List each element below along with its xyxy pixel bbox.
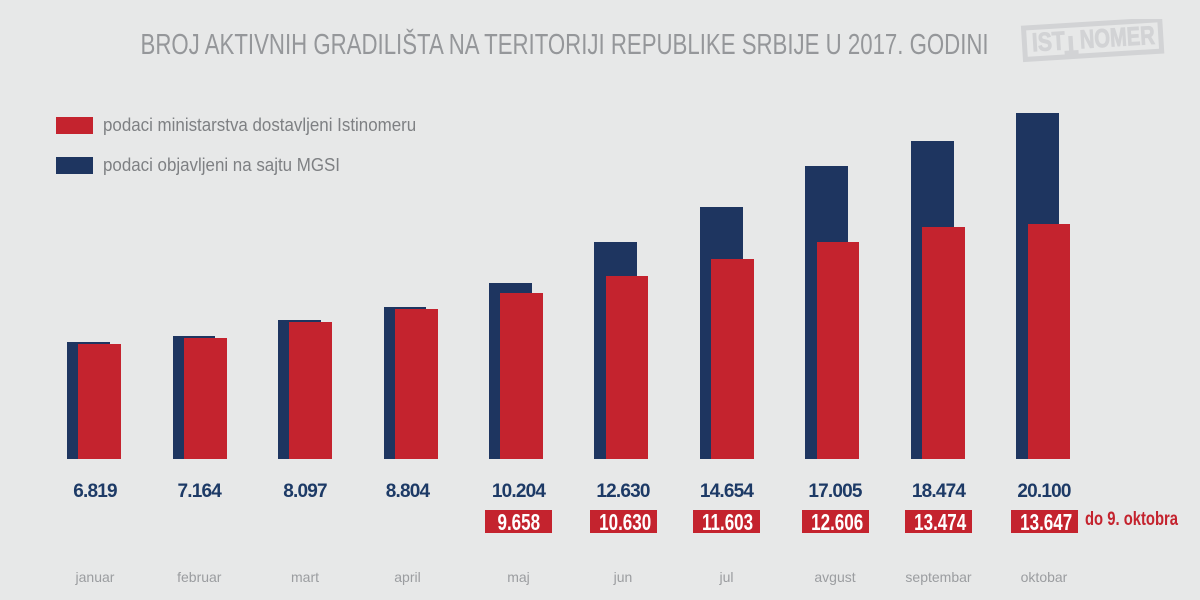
svg-text:IST: IST [1031,25,1066,57]
svg-text:NOMER: NOMER [1079,20,1156,55]
